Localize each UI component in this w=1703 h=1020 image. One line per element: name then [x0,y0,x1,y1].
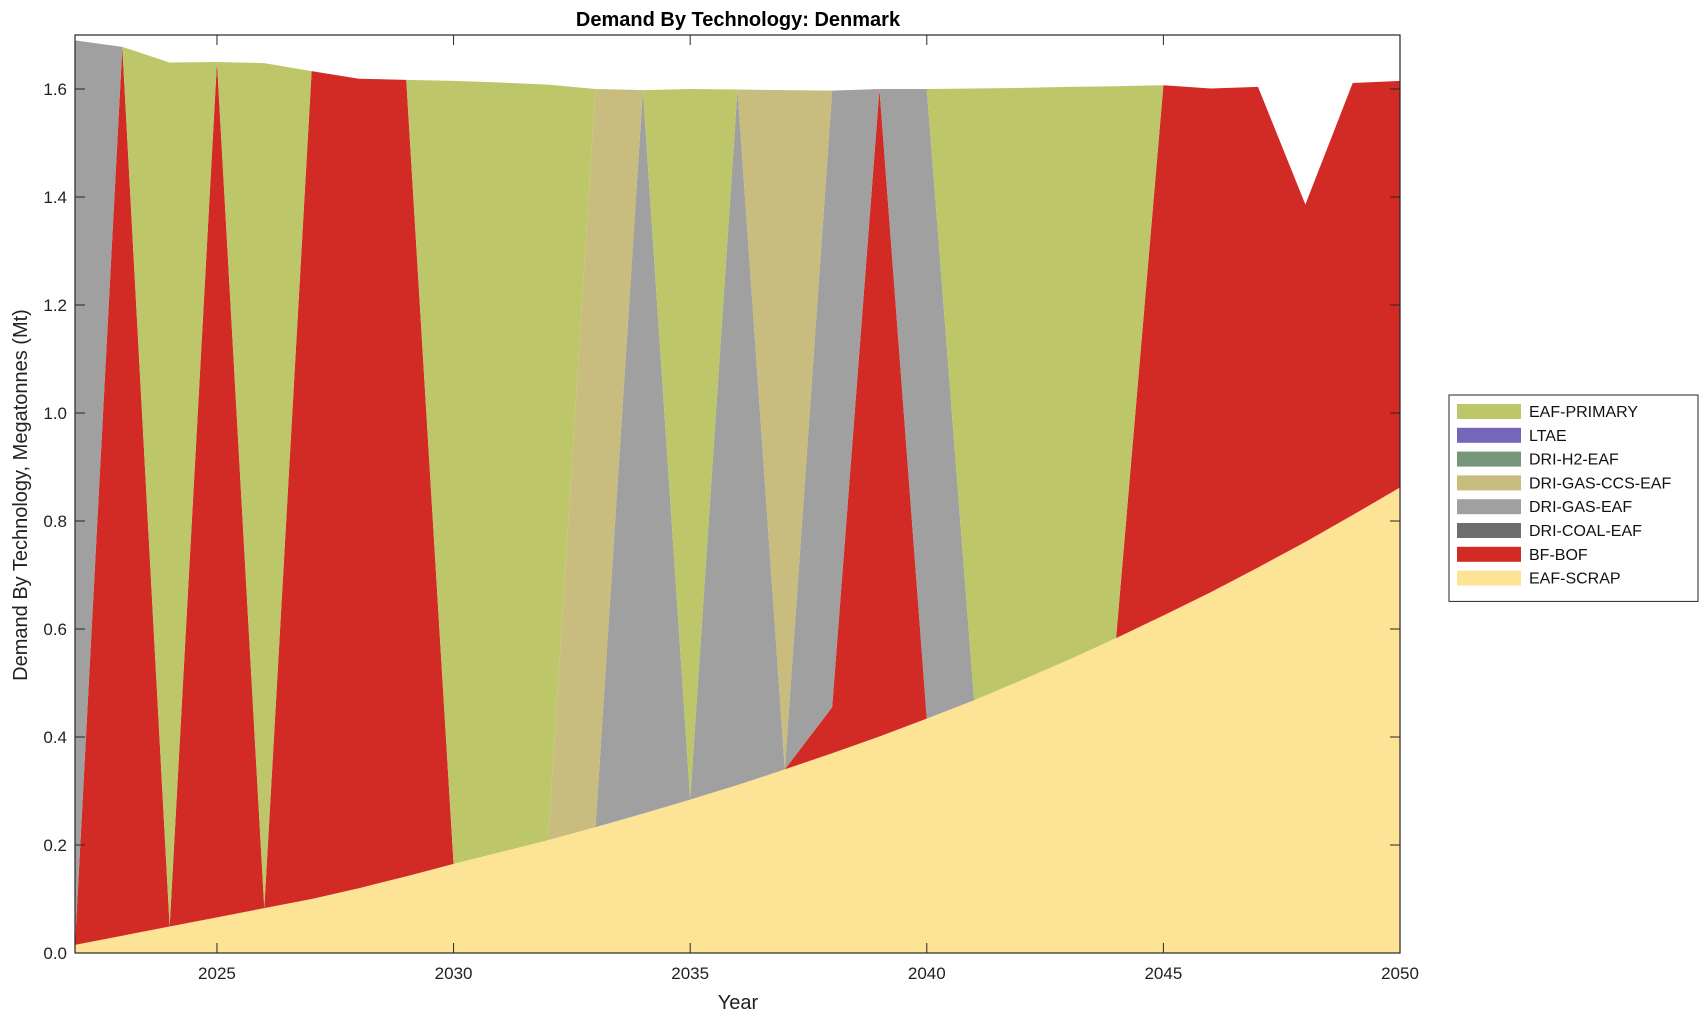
x-tick-label: 2045 [1144,964,1182,983]
area-layers [75,40,1400,953]
legend-swatch-bf-bof [1457,546,1521,562]
x-tick-label: 2050 [1381,964,1419,983]
legend-swatch-dri-gas-eaf [1457,499,1521,515]
axis-ticks: 2025 2030 2035 2040 2045 2050 0.0 0.2 0.4 0.6 0.8 1… [43,35,1419,983]
legend-swatch-dri-h2-eaf [1457,451,1521,467]
y-tick-label: 0.4 [43,728,67,747]
x-axis-label: Year [718,992,759,1014]
plot-frame [74,34,1401,954]
x-tick-label: 2030 [435,964,473,983]
legend: EAF-PRIMARY LTAE DRI-H2-EAF DRI-GAS-CCS-EAF… [1448,394,1699,602]
legend-label-dri-h2-eaf: DRI-H2-EAF [1529,452,1619,469]
area-eaf-primary [75,40,1400,927]
x-tick-label: 2025 [198,964,236,983]
y-tick-label: 0.0 [43,944,67,963]
legend-label-eaf-scrap: EAF-SCRAP [1529,571,1621,588]
y-tick-label: 1.0 [43,404,67,423]
legend-swatch-dri-coal-eaf [1457,523,1521,538]
legend-swatch-eaf-primary [1457,404,1521,419]
y-tick-label: 1.2 [43,296,67,315]
y-tick-label: 0.6 [43,620,67,639]
y-tick-label: 1.4 [43,188,67,207]
legend-label-ltae: LTAE [1529,428,1567,445]
y-tick-label: 0.2 [43,836,67,855]
legend-label-dri-coal-eaf: DRI-COAL-EAF [1529,523,1642,540]
y-tick-label: 0.8 [43,512,67,531]
y-axis-label: Demand By Technology, Megatonnes (Mt) [10,309,32,681]
area-eaf-scrap [75,487,1400,953]
legend-swatch-ltae [1457,427,1521,443]
legend-swatch-dri-gas-ccs-eaf [1457,475,1521,491]
legend-label-dri-gas-ccs-eaf: DRI-GAS-CCS-EAF [1529,475,1671,492]
legend-label-bf-bof: BF-BOF [1529,547,1588,564]
y-tick-label: 1.6 [43,80,67,99]
x-tick-label: 2035 [671,964,709,983]
chart-title: Demand By Technology: Denmark [576,9,901,31]
legend-swatch-eaf-scrap [1457,570,1521,586]
area-dri-gas-eaf [75,40,1400,945]
legend-label-eaf-primary: EAF-PRIMARY [1529,404,1638,421]
x-tick-label: 2040 [908,964,946,983]
area-bf-bof [75,46,1400,945]
legend-label-dri-gas-eaf: DRI-GAS-EAF [1529,499,1632,516]
